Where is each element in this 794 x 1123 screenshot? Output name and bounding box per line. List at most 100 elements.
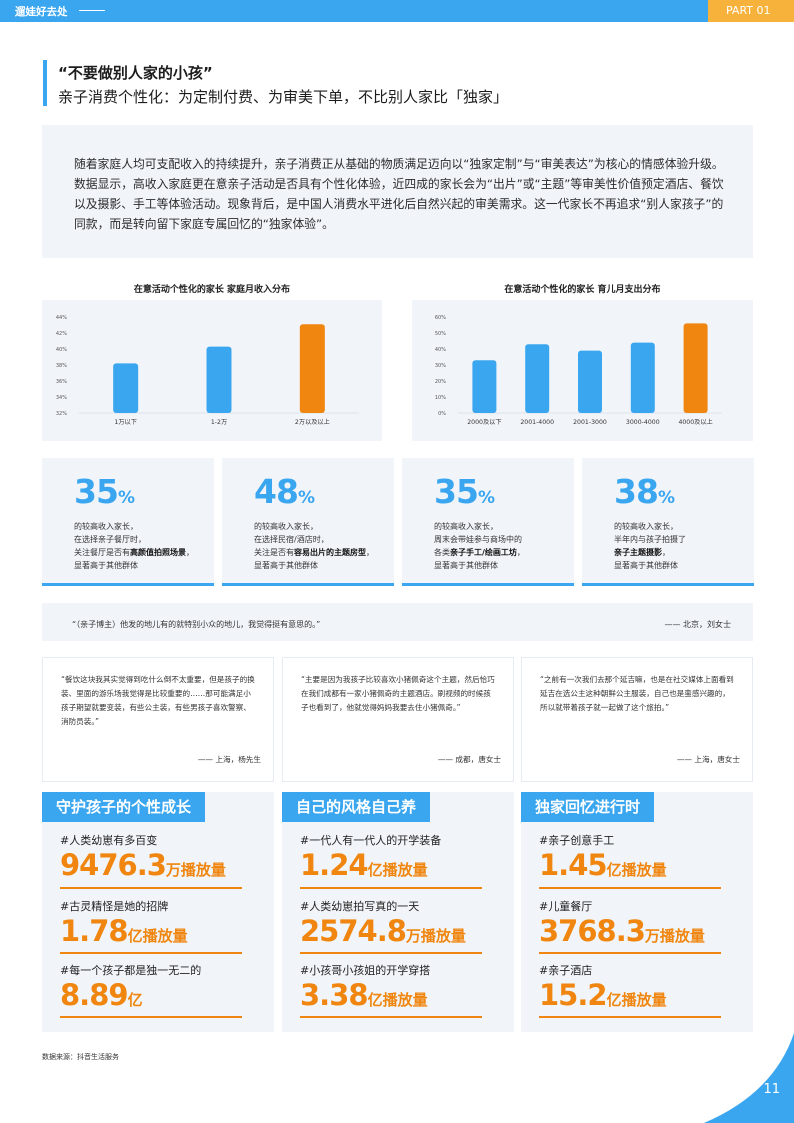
panel-personal-growth: 守护孩子的个性成长 #人类幼崽有多百变 9476.3万播放量 #古灵精怪是她的招… (42, 792, 274, 1032)
page-number: 11 (763, 1082, 780, 1097)
quote-text: “主要是因为我孩子比较喜欢小猪佩奇这个主题，然后恰巧在我们成都有一家小猪佩奇的主… (301, 675, 495, 712)
chart-spend: 0% 10% 20% 30% 40% 50% 60% 2000及以下 2001-4000 2001… (412, 300, 753, 441)
quote-text: “餐饮这块我其实觉得到吃什么倒不太重要，但是孩子的换装、里面的游乐场我觉得是比较… (61, 675, 255, 726)
y-tick-label: 36% (56, 379, 67, 385)
stat-card-restaurant: 35% 的较高收入家长， 在选择亲子餐厅时， 关注餐厅是否有高颜值拍照场景， 显著… (42, 458, 214, 586)
panel-title: 独家回忆进行时 (521, 792, 655, 822)
hashtag: #古灵精怪是她的招牌 (60, 900, 169, 913)
x-tick-label: 3000-4000 (626, 419, 660, 426)
chart-income-svg: 32% 34% 36% 38% 40% 42% 44% 1万以下 1-2万 2万以及以上 (56, 315, 359, 426)
hashtag: #每一个孩子都是独一无二的 (60, 964, 202, 977)
quote-banner (42, 603, 753, 641)
play-count: 15.2亿播放量 (539, 978, 667, 1012)
x-tick-label: 2000及以下 (467, 419, 501, 426)
stat-card-photography: 38% 的较高收入家长， 半年内与孩子拍摄了 亲子主题摄影， 显著高于其他群体 (582, 458, 754, 586)
panel-exclusive-memory: 独家回忆进行时 #亲子创意手工 1.45亿播放量 #儿童餐厅 3768.3万播放… (521, 792, 753, 1032)
hashtag: #人类幼崽有多百变 (60, 834, 158, 847)
bar (113, 363, 139, 413)
quote-card: “餐饮这块我其实觉得到吃什么倒不太重要，但是孩子的换装、里面的游乐场我觉得是比较… (42, 657, 274, 782)
x-tick-label: 4000及以上 (678, 418, 712, 426)
stat-description: 的较高收入家长， 半年内与孩子拍摄了 亲子主题摄影， 显著高于其他群体 (614, 522, 686, 570)
y-tick-label: 32% (56, 411, 67, 417)
y-tick-label: 40% (435, 347, 446, 353)
stat-description: 的较高收入家长， 在选择亲子餐厅时， 关注餐厅是否有高颜值拍照场景， 显著高于其他… (74, 522, 194, 570)
x-tick-label: 2001-3000 (573, 419, 607, 426)
bar (206, 346, 232, 413)
hashtag: #亲子创意手工 (539, 834, 615, 847)
y-tick-label: 0% (438, 411, 446, 417)
chart-title-income: 在意活动个性化的家长 家庭月收入分布 (133, 285, 291, 295)
underline (539, 952, 721, 954)
bar (578, 350, 602, 413)
y-tick-label: 60% (435, 315, 446, 321)
chart-title-spend: 在意活动个性化的家长 育儿月支出分布 (504, 285, 661, 295)
x-tick-label: 1-2万 (211, 419, 227, 426)
hashtag: #亲子酒店 (539, 964, 593, 977)
play-count: 3768.3万播放量 (539, 914, 705, 948)
quote-banner-text: “（亲子博主）他发的地儿有的就特别小众的地儿，我觉得挺有意思的。” (72, 620, 321, 629)
stat-number: 48% (254, 472, 315, 511)
data-source: 数据来源：抖音生活服务 (42, 1053, 119, 1061)
play-count: 1.78亿播放量 (60, 914, 188, 948)
chart-income: 32% 34% 36% 38% 40% 42% 44% 1万以下 1-2万 2万以及以上 (42, 300, 382, 441)
x-tick-label: 2001-4000 (520, 419, 554, 426)
page-subtitle: 亲子消费个性化：为定制付费、为审美下单，不比别人家比「独家」 (58, 88, 509, 106)
y-tick-label: 44% (56, 315, 67, 321)
bar (630, 342, 655, 413)
bar (299, 324, 325, 413)
underline (539, 887, 721, 889)
play-count: 8.89亿 (60, 978, 143, 1012)
hashtag: #一代人有一代人的开学装备 (300, 834, 442, 847)
x-tick-label: 1万以下 (114, 419, 136, 426)
underline (60, 1016, 242, 1018)
underline (300, 1016, 482, 1018)
hashtag: #儿童餐厅 (539, 900, 593, 913)
stat-card-hotel: 48% 的较高收入家长， 在选择民宿/酒店时， 关注是否有容易出片的主题房型， 显… (222, 458, 394, 586)
bar (683, 323, 708, 413)
top-banner (0, 0, 794, 22)
quote-card: “之前有一次我们去那个延吉嘛，也是在社交媒体上面看到延吉在选公主这种朝鲜公主服装… (521, 657, 753, 782)
stat-card-workshop: 35% 的较高收入家长， 周末会带娃参与商场中的 各类亲子手工/绘画工坊， 显著高… (402, 458, 574, 586)
y-tick-label: 38% (56, 363, 67, 369)
panel-title: 自己的风格自己养 (282, 792, 431, 822)
underline (300, 952, 482, 954)
stat-number: 35% (74, 472, 135, 511)
hashtag: #人类幼崽拍写真的一天 (300, 900, 420, 913)
corner-decoration (704, 1033, 794, 1123)
underline (60, 952, 242, 954)
brand-arrow-line (79, 10, 105, 11)
underline (60, 887, 242, 889)
stat-number: 38% (614, 472, 675, 511)
title-accent-bar (43, 60, 47, 106)
bar (525, 344, 550, 413)
play-count: 3.38亿播放量 (300, 978, 428, 1012)
panel-title: 守护孩子的个性成长 (42, 792, 206, 822)
play-count: 1.45亿播放量 (539, 848, 667, 882)
y-tick-label: 40% (56, 347, 67, 353)
quote-text: “之前有一次我们去那个延吉嘛，也是在社交媒体上面看到延吉在选公主这种朝鲜公主服装… (540, 675, 734, 712)
play-count: 1.24亿播放量 (300, 848, 428, 882)
quote-author: —— 上海，杨先生 (197, 755, 261, 764)
stat-description: 的较高收入家长， 周末会带娃参与商场中的 各类亲子手工/绘画工坊， 显著高于其他群… (434, 522, 525, 570)
y-tick-label: 10% (435, 395, 446, 401)
quote-banner-author: —— 北京，刘女士 (664, 620, 731, 629)
underline (300, 887, 482, 889)
panel-own-style: 自己的风格自己养 #一代人有一代人的开学装备 1.24亿播放量 #人类幼崽拍写真… (282, 792, 514, 1032)
bar (472, 360, 497, 413)
y-tick-label: 34% (56, 395, 67, 401)
play-count: 2574.8万播放量 (300, 914, 466, 948)
y-tick-label: 50% (435, 331, 446, 337)
quote-author: —— 上海，唐女士 (676, 755, 740, 764)
intro-box (42, 125, 753, 258)
y-tick-label: 30% (435, 363, 446, 369)
x-tick-label: 2万以及以上 (295, 418, 330, 426)
page-title: “不要做别人家的小孩” (58, 64, 213, 82)
brand-label: 遛娃好去处 (15, 6, 68, 18)
quote-card: “主要是因为我孩子比较喜欢小猪佩奇这个主题，然后恰巧在我们成都有一家小猪佩奇的主… (282, 657, 514, 782)
intro-paragraph: 随着家庭人均可支配收入的持续提升，亲子消费正从基础的物质满足迈向以“独家定制”与… (74, 157, 724, 231)
play-count: 9476.3万播放量 (60, 848, 226, 882)
stat-number: 35% (434, 472, 495, 511)
underline (539, 1016, 721, 1018)
chart-spend-svg: 0% 10% 20% 30% 40% 50% 60% 2000及以下 2001-4000 2001… (435, 315, 722, 426)
stat-description: 的较高收入家长， 在选择民宿/酒店时， 关注是否有容易出片的主题房型， 显著高于其… (254, 522, 374, 570)
